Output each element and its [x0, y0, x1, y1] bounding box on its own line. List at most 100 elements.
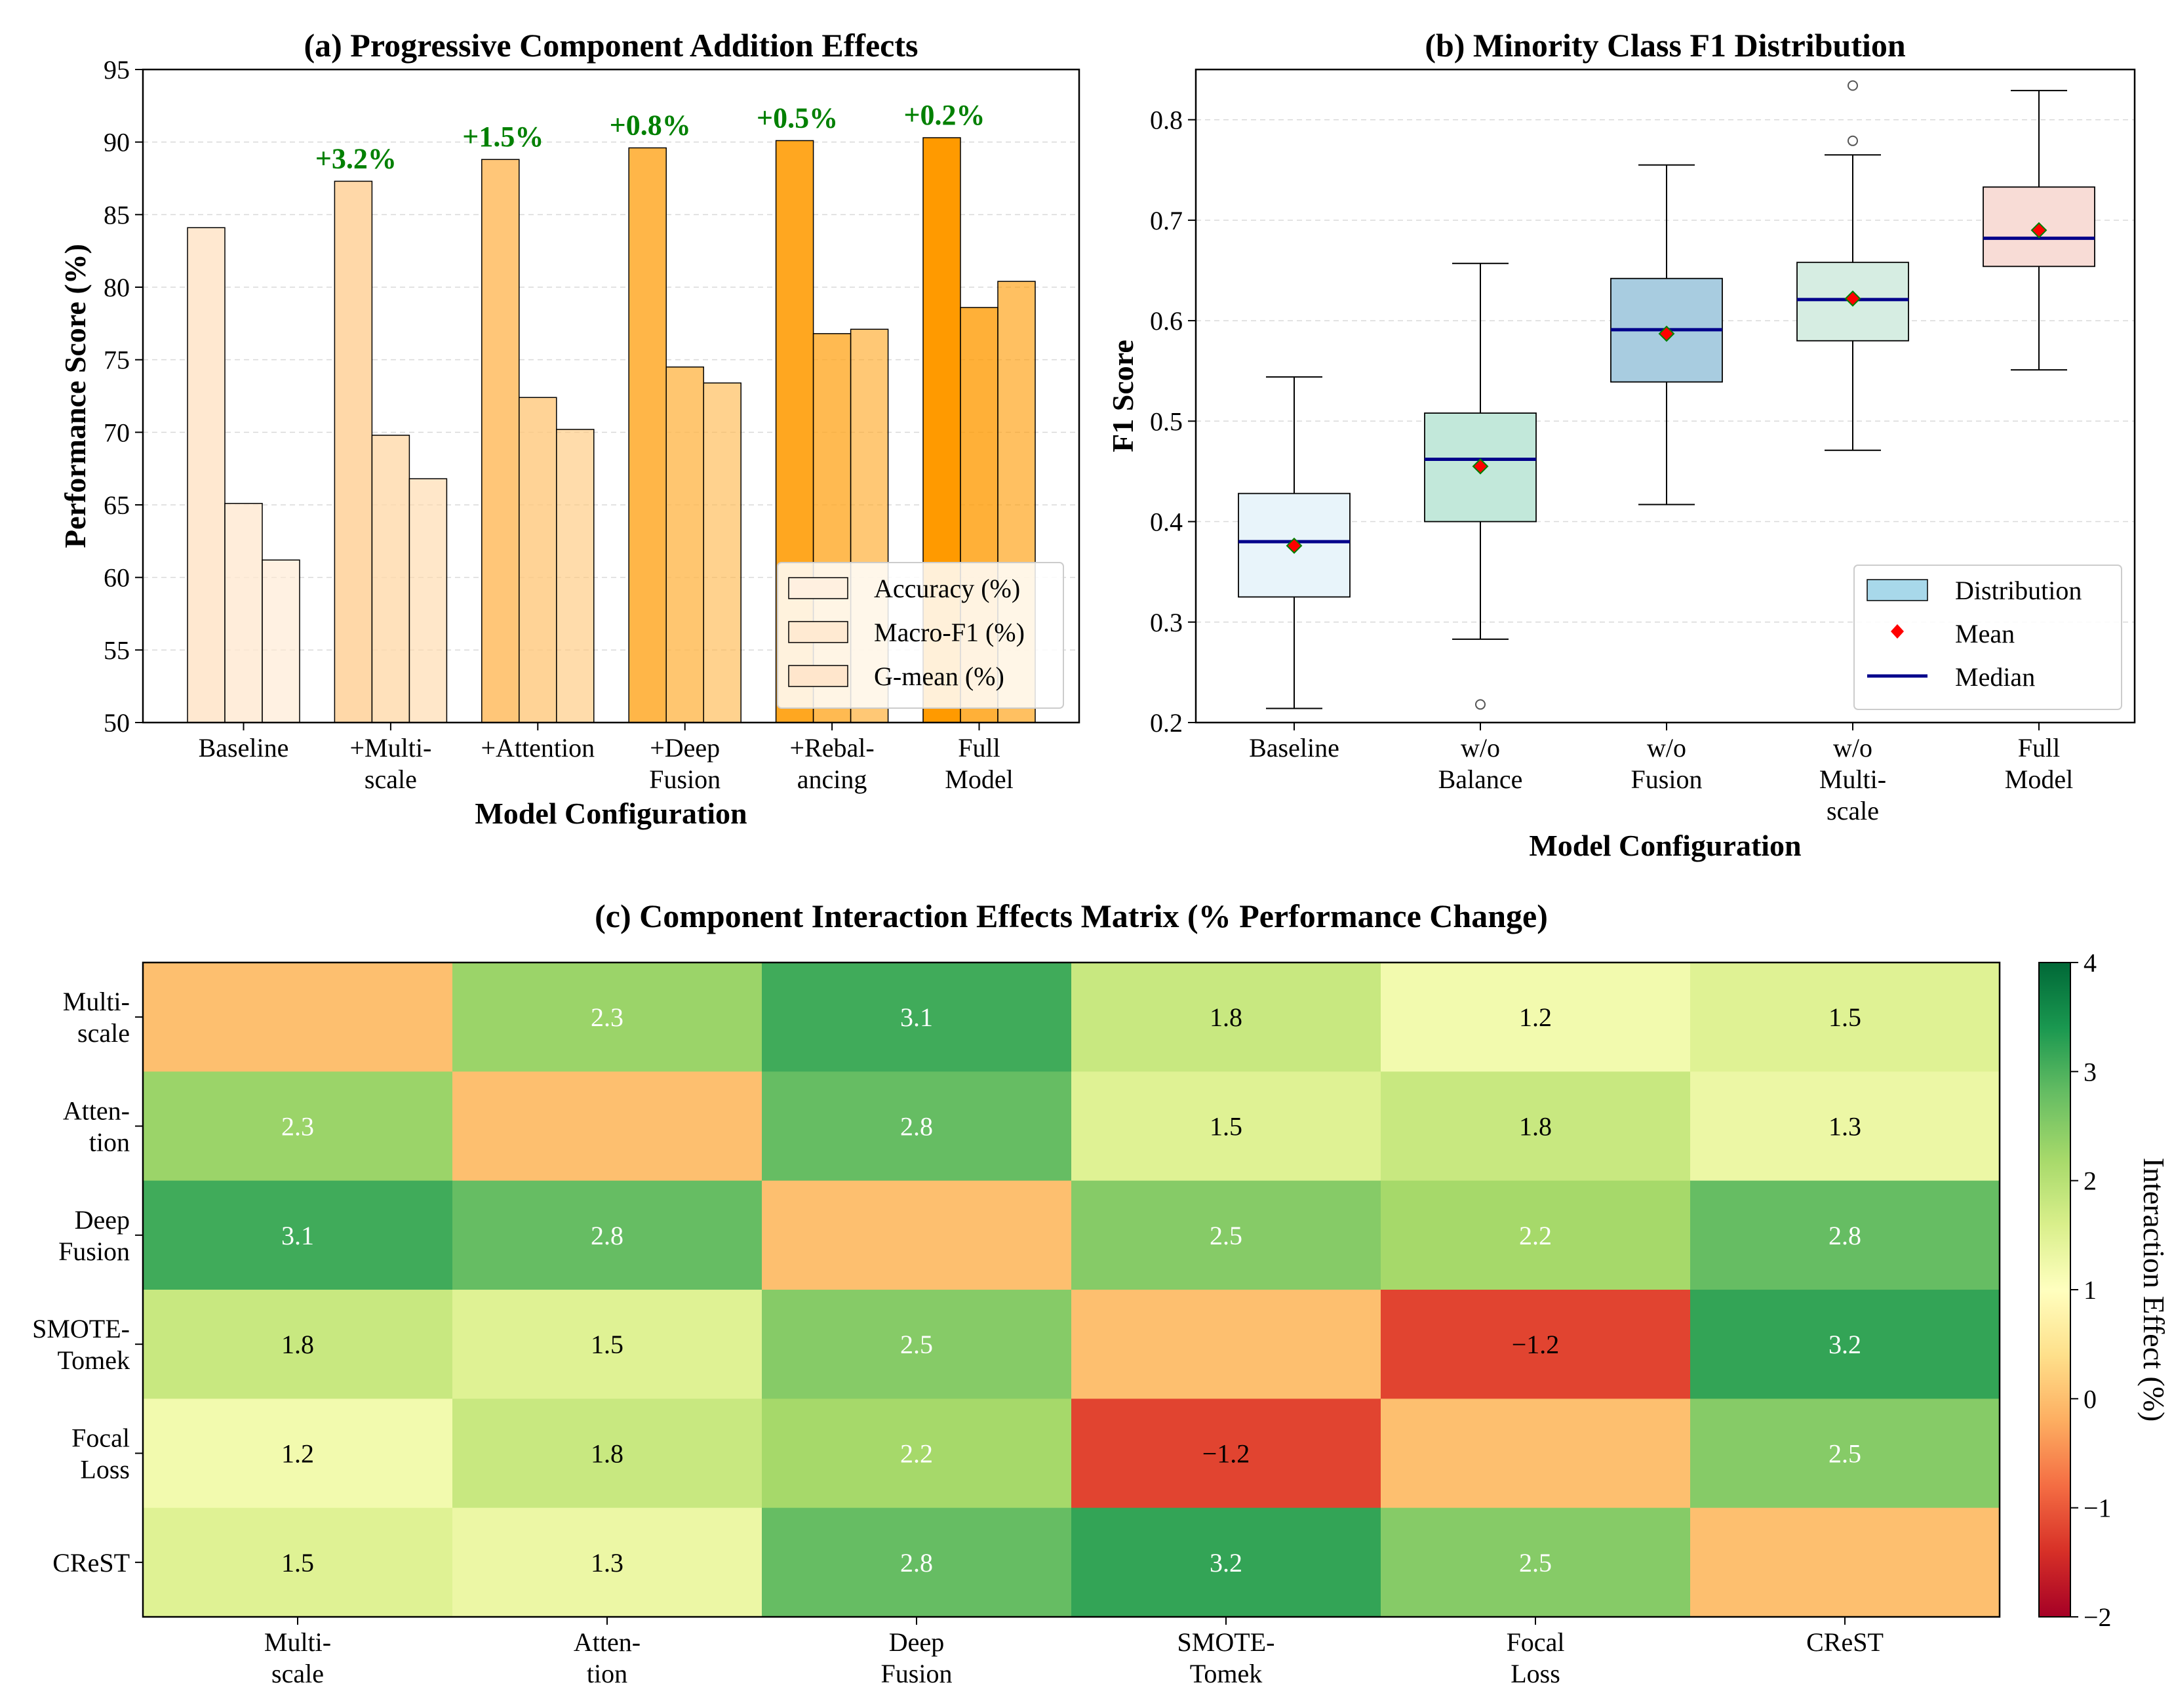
panel-c-row-label-1-line-1: Multi-	[63, 987, 130, 1016]
panel-c-col-label-4-line-1: SMOTE-	[1177, 1627, 1275, 1657]
heatmap-cell-label-r1-c3: 3.1	[900, 1003, 933, 1032]
heatmap-cell-r3-c1	[143, 1180, 453, 1290]
panel-b-plot-frame	[1195, 68, 2136, 724]
heatmap-cell-label-r4-c3: 2.5	[900, 1330, 933, 1359]
panel-c-col-label-3-line-1: Deep	[889, 1627, 944, 1657]
panel-c-heatmap: (c) Component Interaction Effects Matrix…	[32, 898, 2171, 1688]
heatmap-cell-r5-c6	[1690, 1399, 2000, 1509]
panel-c-col-label-5: Focal Loss	[1507, 1627, 1565, 1688]
panel-c-plot-frame	[142, 961, 2001, 1618]
panel-b-x-tick-label-3-line-2: Fusion	[1631, 765, 1703, 794]
panel-c-row-label-6: CReST	[52, 1548, 130, 1578]
panel-c-col-label-3: Deep Fusion	[881, 1627, 953, 1688]
heatmap-cell-label-r1-c5: 1.2	[1519, 1003, 1552, 1032]
panel-b-x-axis-label: Model Configuration	[1529, 829, 1801, 862]
box-outlier-point	[1848, 80, 1858, 91]
legend-swatch-accuracy	[788, 577, 848, 599]
improvement-annotation-6: +0.2%	[903, 99, 985, 131]
heatmap-cell-label-r4-c5: −1.2	[1512, 1330, 1560, 1359]
panel-b-y-tick-label: 0.2	[1150, 708, 1183, 738]
box-outlier-point	[1475, 699, 1486, 710]
heatmap-cell-r5-c4	[1071, 1399, 1381, 1509]
panel-c-col-label-4: SMOTE-Tomek	[1177, 1627, 1275, 1688]
panel-b-x-tick-label-1: Baseline	[1249, 733, 1339, 763]
heatmap-cell-r1-c6	[1690, 963, 2000, 1072]
panel-c-col-label-1-line-2: scale	[271, 1659, 324, 1688]
panel-a-x-tick-label-5-line-2: ancing	[797, 765, 867, 794]
improvement-annotation-5: +0.5%	[757, 102, 838, 134]
panel-a-title: (a) Progressive Component Addition Effec…	[304, 27, 919, 64]
panel-c-row-label-2-line-2: tion	[89, 1128, 130, 1157]
bar-accuracy-3	[481, 159, 520, 723]
panel-b-boxes	[1238, 80, 2095, 710]
heatmap-cell-label-r3-c4: 2.5	[1210, 1221, 1242, 1250]
panel-b-x-tick-label-3-line-1: w/o	[1647, 733, 1686, 763]
panel-b-x-tick-label-5-line-2: Model	[2005, 765, 2073, 794]
heatmap-cell-r3-c3	[762, 1180, 1072, 1290]
box-outlier-point	[1848, 135, 1858, 146]
panel-c-row-label-1-line-2: scale	[77, 1018, 130, 1048]
heatmap-cell-label-r6-c2: 1.3	[591, 1548, 623, 1578]
heatmap-cell-label-r2-c3: 2.8	[900, 1112, 933, 1142]
panel-b-y-tick-label: 0.8	[1150, 106, 1183, 135]
panel-c-col-label-6-line-1: CReST	[1806, 1627, 1884, 1657]
heatmap-cell-r5-c3	[762, 1399, 1072, 1509]
box-mean-marker	[1844, 290, 1861, 307]
panel-c-col-label-2: Atten-tion	[574, 1627, 641, 1688]
heatmap-cell-label-r6-c5: 2.5	[1519, 1548, 1552, 1578]
colorbar-tick-label: 4	[2084, 948, 2097, 978]
panel-b-x-tick-label-5-line-1: Full	[2018, 733, 2060, 763]
colorbar-tick-label: 3	[2084, 1057, 2097, 1086]
bar-g-mean-3	[556, 429, 595, 723]
bar-macro-f1-4	[665, 366, 704, 723]
panel-a-x-tick-label-5: +Rebal-ancing	[790, 733, 875, 794]
panel-b-x-tick-label-2-line-1: w/o	[1461, 733, 1500, 763]
box-group-1	[1238, 376, 1351, 709]
heatmap-cell-label-r2-c1: 2.3	[281, 1112, 314, 1142]
bar-macro-f1-2	[371, 435, 410, 723]
heatmap-cell-label-r1-c4: 1.8	[1210, 1003, 1242, 1032]
heatmap-cell-r3-c4	[1071, 1180, 1381, 1290]
heatmap-cell-r6-c4	[1071, 1507, 1381, 1618]
panel-c-row-label-3-line-1: Deep	[75, 1205, 130, 1235]
panel-c-column-labels: Multi-scale Atten-tion Deep Fusion SMOTE-Tom…	[264, 1617, 1884, 1688]
panel-b-y-axis-label: F1 Score	[1106, 340, 1139, 452]
heatmap-cell-r2-c6	[1690, 1071, 2000, 1182]
panel-c-row-label-6-line-1: CReST	[52, 1548, 130, 1578]
panel-b-x-tick-label-5: Full Model	[2005, 733, 2073, 794]
heatmap-cell-r1-c3	[762, 963, 1072, 1072]
heatmap-cell-label-r1-c6: 1.5	[1828, 1003, 1861, 1032]
panel-c-col-label-4-line-2: Tomek	[1190, 1659, 1263, 1688]
legend-label-accuracy: Accuracy (%)	[874, 574, 1020, 603]
panel-a-legend: Accuracy (%) Macro-F1 (%) G-mean (%)	[777, 562, 1064, 709]
box-mean-marker	[1658, 325, 1675, 342]
legend-label-distribution: Distribution	[1955, 576, 2082, 605]
panel-c-col-label-1: Multi-scale	[264, 1627, 331, 1688]
improvement-annotation-4: +0.8%	[610, 109, 691, 142]
panel-b-title: (b) Minority Class F1 Distribution	[1425, 27, 1906, 64]
heatmap-cell-r4-c4	[1071, 1290, 1381, 1399]
panel-c-col-label-5-line-2: Loss	[1511, 1659, 1560, 1688]
improvement-annotation-3: +1.5%	[462, 121, 544, 153]
panel-a-x-tick-label-6-line-1: Full	[958, 733, 1000, 763]
box-group-3	[1610, 164, 1723, 506]
panel-b-x-tick-label-4: w/o Multi-scale	[1819, 733, 1886, 825]
panel-b-y-tick-label: 0.6	[1150, 306, 1183, 336]
box-mean-marker	[1472, 458, 1489, 475]
legend-label-mean: Mean	[1955, 619, 2015, 648]
heatmap-cell-label-r5-c3: 2.2	[900, 1439, 933, 1469]
panel-a-x-axis-label: Model Configuration	[475, 797, 747, 830]
panel-a-x-tick-label-4-line-1: +Deep	[650, 733, 720, 763]
heatmap-cell-label-r5-c2: 1.8	[591, 1439, 623, 1469]
panel-b-y-ticks: 0.2 0.3 0.4 0.5 0.6 0.7 0.8	[1150, 106, 1196, 738]
heatmap-cell-r2-c5	[1381, 1071, 1691, 1182]
panel-c-col-label-1-line-1: Multi-	[264, 1627, 331, 1657]
panel-c-row-labels: Multi-scale Atten-tion Deep Fusion SMOTE-Tom…	[32, 987, 143, 1578]
panel-b-y-tick-label: 0.5	[1150, 407, 1183, 436]
panel-a-plot-frame	[142, 68, 1080, 724]
panel-b-x-tick-label-2: w/o Balance	[1438, 733, 1523, 794]
bar-accuracy-1	[187, 227, 226, 723]
heatmap-cell-label-r4-c2: 1.5	[591, 1330, 623, 1359]
panel-a-y-tick-label: 50	[104, 708, 130, 738]
